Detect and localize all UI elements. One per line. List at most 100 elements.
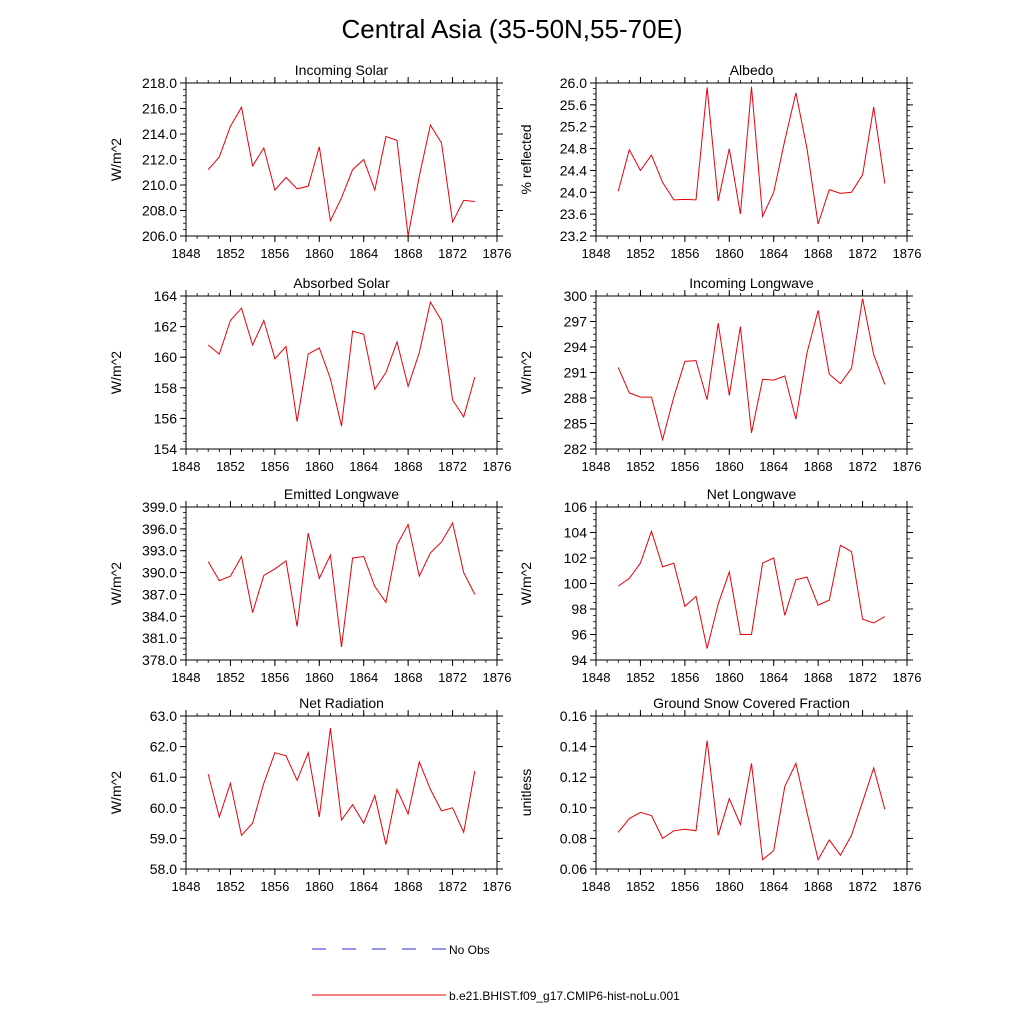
y-tick-label: 156 — [154, 410, 178, 426]
x-tick-label: 1876 — [483, 879, 512, 894]
panel-title: Incoming Longwave — [689, 275, 814, 291]
x-tick-label: 1852 — [216, 879, 245, 894]
y-tick-label: 212.0 — [142, 152, 177, 168]
y-tick-label: 23.2 — [560, 228, 587, 244]
panel-7: Net Radiation W/m^2 1848 1852 1856 1860 1864 18… — [108, 695, 511, 894]
y-tick-label: 0.16 — [560, 708, 587, 724]
series-line-model — [617, 740, 886, 862]
x-tick-label: 1868 — [804, 670, 833, 685]
y-tick-label: 399.0 — [142, 499, 177, 515]
x-tick-label: 1848 — [172, 459, 201, 474]
series-line-model — [617, 298, 886, 442]
y-tick-label: 162 — [154, 319, 178, 335]
x-tick-label: 1864 — [349, 879, 378, 894]
x-tick-label: 1864 — [759, 670, 788, 685]
y-tick-label: 24.4 — [560, 162, 587, 178]
y-axis-label: W/m^2 — [108, 351, 124, 394]
x-tick-label: 1876 — [893, 670, 922, 685]
y-tick-label: 106 — [564, 499, 588, 515]
panel-5: Emitted Longwave W/m^2 1848 1852 1856 1860 186… — [108, 486, 511, 685]
panel-8: Ground Snow Covered Fraction unitless 1848… — [518, 695, 921, 894]
y-tick-label: 300 — [564, 288, 588, 304]
y-tick-label: 282 — [564, 441, 588, 457]
x-tick-label: 1848 — [172, 670, 201, 685]
x-tick-label: 1864 — [349, 459, 378, 474]
y-tick-label: 24.8 — [560, 141, 587, 157]
y-tick-label: 164 — [154, 288, 178, 304]
y-tick-label: 102 — [564, 550, 588, 566]
series-line-model — [207, 728, 476, 845]
y-tick-label: 384.0 — [142, 608, 177, 624]
x-tick-label: 1864 — [349, 246, 378, 261]
plot-frame — [595, 295, 908, 450]
y-axis-label: unitless — [518, 769, 534, 816]
y-tick-label: 160 — [154, 349, 178, 365]
y-tick-label: 26.0 — [560, 75, 587, 91]
x-tick-label: 1856 — [670, 459, 699, 474]
y-tick-label: 210.0 — [142, 177, 177, 193]
panel-6: Net Longwave W/m^2 1848 1852 1856 1860 1864 186… — [518, 486, 921, 685]
y-tick-label: 0.12 — [560, 769, 587, 785]
y-tick-label: 208.0 — [142, 203, 177, 219]
x-tick-label: 1868 — [804, 879, 833, 894]
y-axis-label: W/m^2 — [518, 351, 534, 394]
x-tick-label: 1868 — [394, 879, 423, 894]
x-tick-label: 1864 — [349, 670, 378, 685]
y-tick-label: 60.0 — [150, 800, 177, 816]
x-tick-label: 1872 — [848, 246, 877, 261]
y-tick-label: 216.0 — [142, 101, 177, 117]
x-tick-label: 1856 — [260, 459, 289, 474]
y-tick-label: 291 — [564, 365, 588, 381]
y-tick-label: 396.0 — [142, 521, 177, 537]
x-tick-label: 1876 — [893, 459, 922, 474]
x-tick-label: 1852 — [216, 246, 245, 261]
plot-frame — [595, 82, 908, 237]
x-tick-label: 1864 — [759, 246, 788, 261]
series-line-model — [617, 529, 886, 649]
y-tick-label: 98 — [571, 601, 587, 617]
y-tick-label: 100 — [564, 576, 588, 592]
x-tick-label: 1872 — [438, 246, 467, 261]
x-tick-label: 1848 — [172, 246, 201, 261]
x-tick-label: 1848 — [172, 879, 201, 894]
y-tick-label: 62.0 — [150, 739, 177, 755]
x-tick-label: 1852 — [216, 459, 245, 474]
x-tick-label: 1876 — [893, 879, 922, 894]
panel-title: Albedo — [730, 62, 774, 78]
series-line-model — [617, 86, 886, 225]
y-tick-label: 214.0 — [142, 126, 177, 142]
y-tick-label: 23.6 — [560, 206, 587, 222]
y-tick-label: 390.0 — [142, 565, 177, 581]
y-tick-label: 378.0 — [142, 652, 177, 668]
y-tick-label: 94 — [571, 652, 587, 668]
x-tick-label: 1876 — [483, 670, 512, 685]
x-tick-label: 1852 — [626, 670, 655, 685]
y-tick-label: 96 — [571, 627, 587, 643]
plot-frame — [185, 506, 498, 661]
y-axis-label: % reflected — [518, 124, 534, 194]
x-tick-label: 1856 — [260, 879, 289, 894]
y-tick-label: 0.06 — [560, 861, 587, 877]
panel-title: Incoming Solar — [295, 62, 389, 78]
y-axis-label: W/m^2 — [518, 562, 534, 605]
panel-title: Emitted Longwave — [284, 486, 399, 502]
y-tick-label: 288 — [564, 390, 588, 406]
y-tick-label: 297 — [564, 314, 588, 330]
x-tick-label: 1860 — [715, 459, 744, 474]
x-tick-label: 1856 — [670, 879, 699, 894]
y-tick-label: 0.08 — [560, 830, 587, 846]
x-tick-label: 1872 — [438, 459, 467, 474]
x-tick-label: 1852 — [626, 246, 655, 261]
y-axis-label: W/m^2 — [108, 562, 124, 605]
y-tick-label: 206.0 — [142, 228, 177, 244]
plot-frame — [595, 715, 908, 870]
x-tick-label: 1848 — [582, 459, 611, 474]
y-tick-label: 61.0 — [150, 769, 177, 785]
x-tick-label: 1860 — [305, 670, 334, 685]
x-tick-label: 1872 — [438, 879, 467, 894]
x-tick-label: 1868 — [394, 246, 423, 261]
x-tick-label: 1872 — [848, 459, 877, 474]
y-tick-label: 285 — [564, 416, 588, 432]
y-tick-label: 294 — [564, 339, 588, 355]
y-tick-label: 25.6 — [560, 97, 587, 113]
